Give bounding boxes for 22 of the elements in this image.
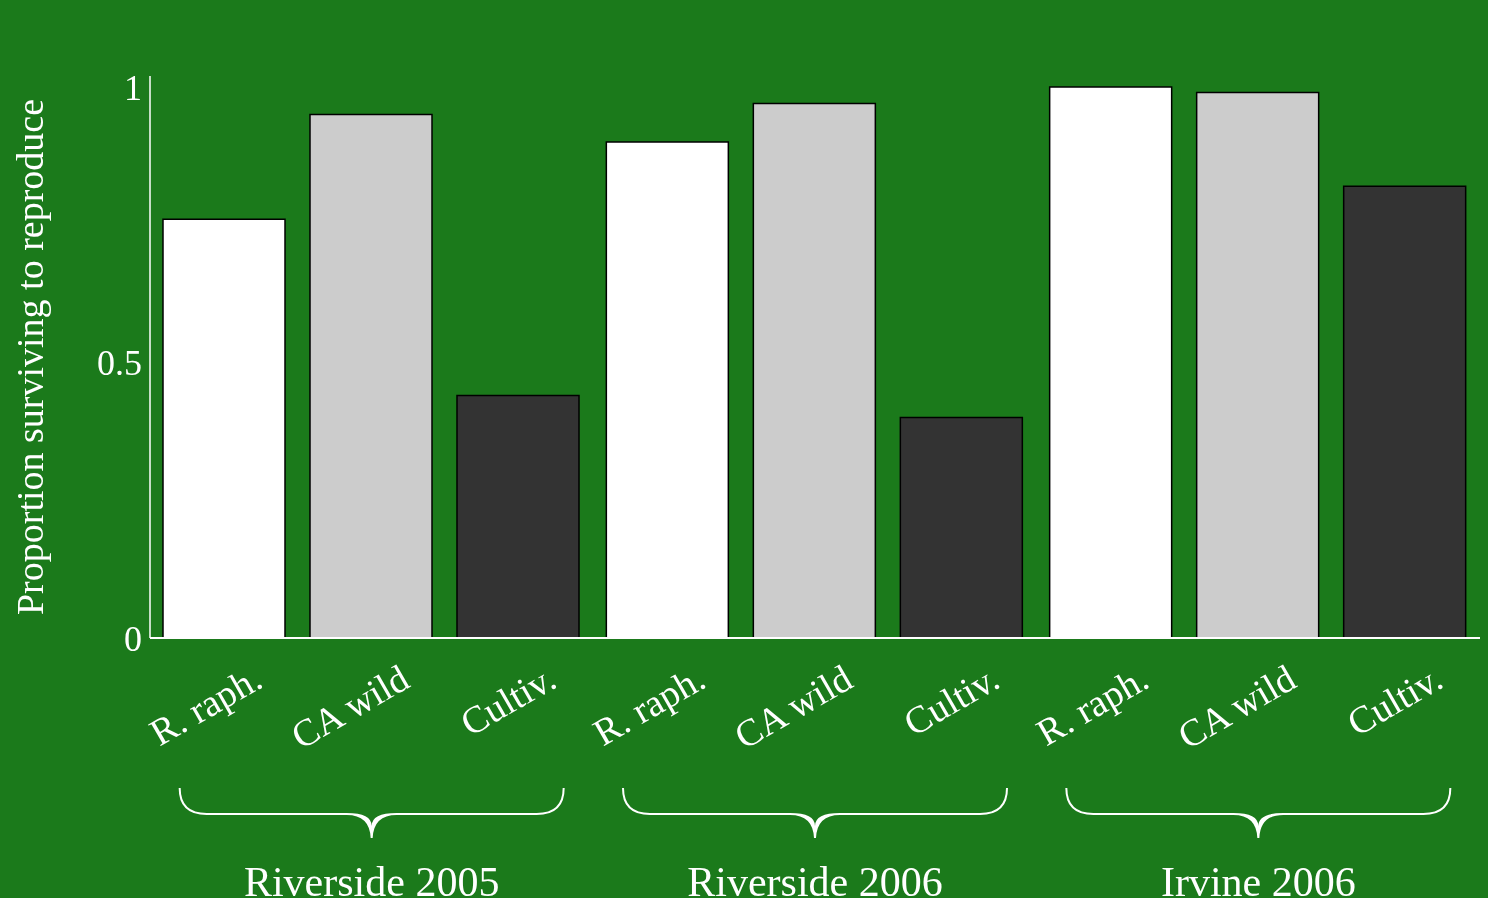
- bar: [899, 416, 1024, 638]
- x-tick-label: Riverside 2006: [687, 859, 943, 898]
- bar: [309, 113, 433, 638]
- text: Cultiv.: [896, 656, 1006, 744]
- text: R. raph.: [585, 656, 712, 754]
- x-tick-label: Riverside 2005: [243, 859, 500, 898]
- text: R. raph.: [1029, 656, 1156, 754]
- text: CA wild: [284, 656, 416, 757]
- text: R. raph.: [142, 656, 269, 754]
- text: CA wild: [727, 656, 859, 757]
- bar: [752, 102, 877, 638]
- y-tick-label: 0.5: [97, 343, 142, 384]
- x-tick-label: Irvine 2006: [1160, 859, 1356, 898]
- bar: [1195, 91, 1320, 638]
- y-tick-label: 1: [124, 67, 142, 108]
- text: CA wild: [1170, 656, 1303, 757]
- y-tick-label: 0: [124, 618, 142, 659]
- text: Cultiv.: [453, 656, 563, 744]
- text: Cultiv.: [1339, 656, 1450, 744]
- y-axis-title: Proportion surviving to reproduce: [9, 98, 52, 616]
- bar: [1342, 185, 1467, 638]
- bar: [456, 394, 580, 638]
